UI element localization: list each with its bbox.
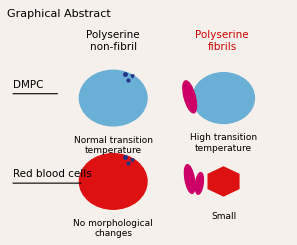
Text: Polyserine
fibrils: Polyserine fibrils <box>195 30 249 52</box>
Text: Red blood cells: Red blood cells <box>13 169 92 179</box>
Circle shape <box>79 154 147 209</box>
Text: DMPC: DMPC <box>13 80 44 90</box>
Text: No morphological
changes: No morphological changes <box>73 219 153 238</box>
Text: Graphical Abstract: Graphical Abstract <box>7 9 111 19</box>
Ellipse shape <box>195 172 203 194</box>
Circle shape <box>79 70 147 126</box>
Text: Small: Small <box>211 212 236 221</box>
Text: Polyserine
non-fibril: Polyserine non-fibril <box>86 30 140 52</box>
Circle shape <box>193 73 255 123</box>
Ellipse shape <box>183 81 197 113</box>
Text: Normal transition
temperature: Normal transition temperature <box>74 135 153 155</box>
Ellipse shape <box>184 165 195 193</box>
Polygon shape <box>208 166 240 197</box>
Text: High transition
temperature: High transition temperature <box>190 133 257 152</box>
